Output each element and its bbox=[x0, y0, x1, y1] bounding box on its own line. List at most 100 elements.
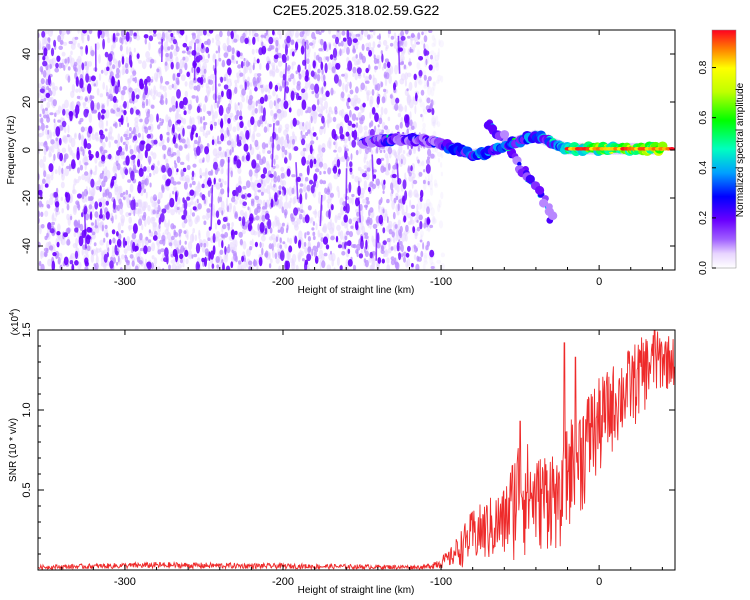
noise-speck bbox=[339, 230, 344, 241]
noise-speck bbox=[295, 70, 298, 75]
noise-speck bbox=[378, 33, 381, 41]
noise-speck bbox=[133, 47, 136, 53]
noise-speck bbox=[193, 253, 198, 258]
noise-speck bbox=[401, 208, 405, 216]
noise-speck bbox=[173, 231, 179, 238]
noise-speck bbox=[99, 93, 104, 98]
noise-speck bbox=[279, 71, 284, 78]
noise-speck bbox=[328, 106, 332, 113]
noise-speck bbox=[128, 193, 132, 198]
noise-speck bbox=[347, 197, 353, 204]
noise-speck bbox=[290, 73, 295, 80]
noise-speck bbox=[385, 72, 390, 80]
noise-streak bbox=[397, 35, 401, 74]
noise-speck bbox=[127, 122, 130, 128]
noise-speck bbox=[334, 106, 338, 113]
noise-speck bbox=[229, 202, 233, 210]
noise-speck bbox=[96, 180, 101, 186]
noise-speck bbox=[434, 183, 439, 188]
noise-speck bbox=[197, 180, 201, 190]
noise-speck bbox=[265, 143, 269, 148]
noise-speck bbox=[311, 104, 317, 112]
noise-speck bbox=[198, 38, 202, 44]
noise-speck bbox=[346, 46, 350, 55]
snr-frame bbox=[37, 329, 676, 571]
noise-speck bbox=[126, 236, 130, 244]
noise-speck bbox=[84, 175, 88, 182]
noise-speck bbox=[340, 91, 345, 99]
noise-speck bbox=[67, 66, 71, 71]
noise-speck bbox=[134, 245, 139, 252]
noise-speck bbox=[251, 238, 254, 249]
noise-speck bbox=[275, 258, 280, 264]
noise-speck bbox=[167, 167, 173, 177]
noise-speck bbox=[75, 88, 79, 93]
noise-speck bbox=[216, 264, 220, 269]
noise-speck bbox=[250, 116, 255, 126]
noise-speck bbox=[204, 167, 208, 175]
noise-speck bbox=[291, 138, 296, 145]
noise-speck bbox=[178, 263, 182, 269]
noise-speck bbox=[48, 151, 52, 158]
colorbar-tick-label: 0.8 bbox=[698, 60, 709, 74]
noise-speck bbox=[214, 222, 218, 230]
noise-speck bbox=[342, 82, 345, 92]
noise-speck bbox=[365, 239, 368, 250]
noise-speck bbox=[405, 204, 408, 213]
noise-speck bbox=[178, 113, 182, 119]
noise-speck bbox=[268, 81, 273, 90]
noise-speck bbox=[385, 46, 388, 52]
noise-speck bbox=[146, 144, 152, 150]
noise-speck bbox=[164, 219, 167, 228]
noise-speck bbox=[129, 254, 134, 259]
noise-speck bbox=[351, 56, 357, 62]
noise-speck bbox=[141, 60, 147, 70]
signal-mark bbox=[535, 185, 545, 195]
noise-speck bbox=[84, 126, 88, 132]
noise-speck bbox=[123, 109, 127, 116]
noise-speck bbox=[234, 102, 237, 111]
noise-speck bbox=[44, 183, 49, 188]
noise-speck bbox=[256, 77, 260, 84]
noise-speck bbox=[397, 149, 401, 156]
noise-speck bbox=[138, 167, 144, 177]
noise-speck bbox=[165, 57, 168, 62]
noise-speck bbox=[321, 147, 326, 153]
noise-speck bbox=[205, 252, 209, 256]
noise-speck bbox=[298, 95, 302, 101]
noise-speck bbox=[387, 30, 392, 35]
noise-speck bbox=[336, 153, 339, 160]
noise-speck bbox=[417, 98, 423, 103]
noise-speck bbox=[383, 149, 386, 154]
noise-speck bbox=[248, 266, 251, 270]
noise-speck bbox=[186, 164, 191, 171]
noise-speck bbox=[331, 128, 337, 140]
noise-speck bbox=[51, 214, 54, 222]
noise-speck bbox=[378, 205, 381, 213]
noise-speck bbox=[119, 122, 121, 127]
noise-speck bbox=[327, 62, 332, 70]
noise-speck bbox=[184, 240, 187, 245]
noise-speck bbox=[167, 46, 171, 51]
noise-speck bbox=[238, 175, 242, 184]
noise-speck bbox=[66, 239, 71, 246]
noise-speck bbox=[68, 163, 71, 172]
noise-speck bbox=[437, 47, 440, 58]
noise-speck bbox=[250, 229, 256, 236]
chart-title: C2E5.2025.318.02.59.G22 bbox=[273, 2, 440, 18]
noise-speck bbox=[269, 173, 274, 178]
noise-speck bbox=[148, 98, 151, 106]
noise-speck bbox=[116, 231, 119, 237]
noise-speck bbox=[195, 261, 200, 270]
noise-speck bbox=[222, 216, 228, 222]
noise-speck bbox=[112, 32, 116, 43]
noise-speck bbox=[304, 259, 309, 266]
noise-speck bbox=[109, 260, 114, 269]
noise-speck bbox=[163, 153, 166, 160]
noise-speck bbox=[226, 246, 231, 254]
noise-speck bbox=[352, 38, 358, 43]
noise-speck bbox=[315, 222, 318, 231]
noise-speck bbox=[133, 144, 138, 154]
noise-speck bbox=[231, 141, 237, 148]
